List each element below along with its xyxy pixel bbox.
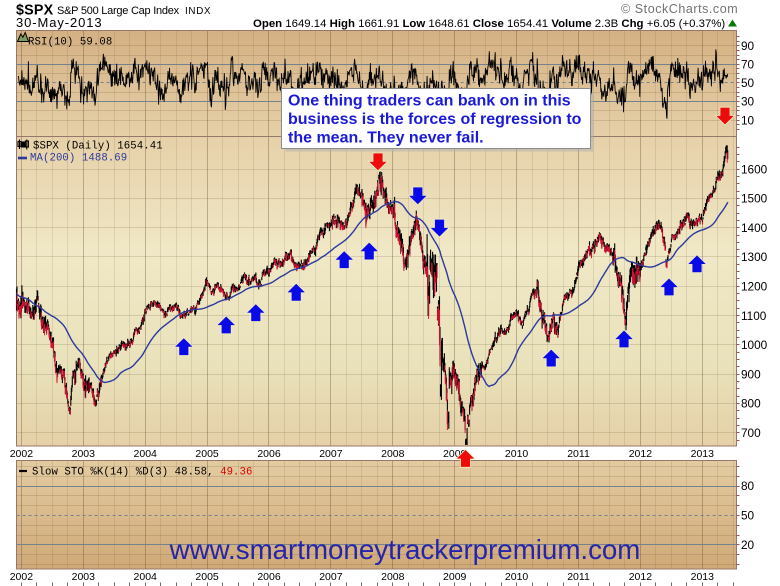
svg-text:www.smartmoneytrackerpremium.c: www.smartmoneytrackerpremium.com <box>169 534 641 565</box>
svg-text:2003: 2003 <box>72 571 96 583</box>
svg-text:$SPX: $SPX <box>16 3 54 19</box>
svg-text:Slow STO %K(14) %D(3) 48.58, 4: Slow STO %K(14) %D(3) 48.58, 49.36 <box>32 467 253 479</box>
svg-text:1600: 1600 <box>741 162 768 176</box>
svg-text:30-May-2013: 30-May-2013 <box>16 15 103 30</box>
svg-text:$SPX (Daily) 1654.41: $SPX (Daily) 1654.41 <box>33 141 163 153</box>
svg-text:800: 800 <box>741 397 761 411</box>
svg-text:2011: 2011 <box>567 448 590 460</box>
svg-text:2007: 2007 <box>319 571 343 583</box>
svg-text:© StockCharts.com: © StockCharts.com <box>621 2 738 16</box>
svg-text:1400: 1400 <box>741 221 768 235</box>
svg-text:2004: 2004 <box>134 571 158 583</box>
svg-text:10: 10 <box>741 113 755 127</box>
svg-text:2008: 2008 <box>381 448 405 460</box>
svg-text:the mean. They never fail.: the mean. They never fail. <box>288 130 484 147</box>
svg-text:2010: 2010 <box>505 448 529 460</box>
svg-text:One thing traders can bank on: One thing traders can bank on in this <box>288 93 571 110</box>
svg-text:2006: 2006 <box>257 448 281 460</box>
svg-text:2002: 2002 <box>10 448 34 460</box>
svg-text:2006: 2006 <box>257 571 281 583</box>
svg-text:2011: 2011 <box>567 571 590 583</box>
svg-text:2002: 2002 <box>10 571 34 583</box>
svg-text:90: 90 <box>741 39 755 53</box>
svg-text:2013: 2013 <box>691 448 715 460</box>
svg-text:2005: 2005 <box>195 448 219 460</box>
svg-text:50: 50 <box>741 509 755 523</box>
svg-text:80: 80 <box>741 479 755 493</box>
svg-text:1100: 1100 <box>741 309 767 323</box>
svg-text:2009: 2009 <box>443 571 467 583</box>
svg-text:1200: 1200 <box>741 280 768 294</box>
svg-text:MA(200) 1488.69: MA(200) 1488.69 <box>30 153 127 165</box>
svg-text:2004: 2004 <box>134 448 158 460</box>
svg-text:Open 1649.14 High 1661.91 Low: Open 1649.14 High 1661.91 Low 1648.61 Cl… <box>253 18 725 30</box>
svg-text:INDX: INDX <box>185 6 211 17</box>
svg-text:2008: 2008 <box>381 571 405 583</box>
svg-text:1300: 1300 <box>741 250 768 264</box>
svg-text:2003: 2003 <box>72 448 96 460</box>
svg-text:2013: 2013 <box>691 571 715 583</box>
svg-text:1500: 1500 <box>741 192 768 206</box>
svg-text:70: 70 <box>741 58 755 72</box>
svg-text:1000: 1000 <box>741 338 768 352</box>
svg-text:20: 20 <box>741 538 755 552</box>
svg-text:2005: 2005 <box>195 571 219 583</box>
svg-text:S&P 500 Large Cap Index: S&P 500 Large Cap Index <box>57 5 180 17</box>
svg-text:700: 700 <box>741 426 761 440</box>
svg-text:business is the forces of regr: business is the forces of regression to <box>288 111 582 128</box>
svg-text:2012: 2012 <box>629 448 653 460</box>
svg-text:2010: 2010 <box>505 571 529 583</box>
svg-text:900: 900 <box>741 367 761 381</box>
svg-text:2012: 2012 <box>629 571 653 583</box>
svg-text:30: 30 <box>741 95 755 109</box>
svg-text:2007: 2007 <box>319 448 343 460</box>
svg-text:50: 50 <box>741 76 755 90</box>
svg-text:RSI(10) 59.08: RSI(10) 59.08 <box>28 37 112 49</box>
